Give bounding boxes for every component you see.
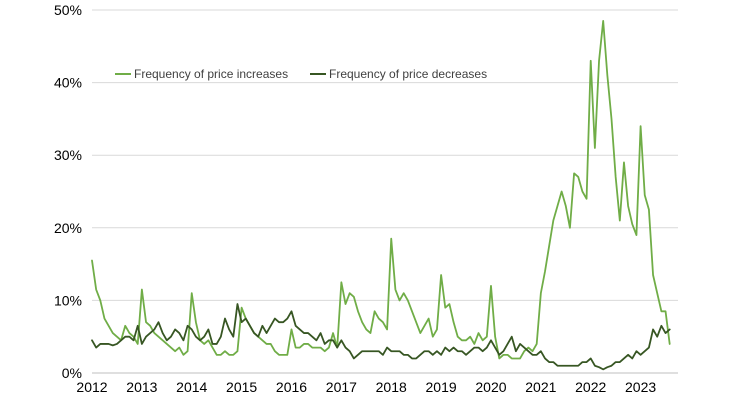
legend-label-price-increases: Frequency of price increases [134, 67, 288, 81]
x-tick-label: 2013 [126, 379, 157, 395]
x-tick-label: 2019 [426, 379, 457, 395]
y-tick-label: 40% [54, 75, 82, 91]
x-tick-label: 2020 [475, 379, 506, 395]
x-tick-label: 2022 [575, 379, 606, 395]
y-tick-label: 30% [54, 147, 82, 163]
gridlines [92, 9, 678, 301]
legend: Frequency of price increases Frequency o… [115, 67, 487, 81]
x-tick-label: 2016 [276, 379, 307, 395]
x-tick-label: 2014 [176, 379, 207, 395]
x-tick-label: 2021 [525, 379, 556, 395]
series-line-price-decreases [91, 303, 671, 371]
x-tick-label: 2012 [76, 379, 107, 395]
series-lines [91, 19, 671, 371]
x-tick-label: 2023 [625, 379, 656, 395]
series-line-price-increases [91, 19, 671, 360]
y-tick-label: 10% [54, 292, 82, 308]
x-tick-label: 2018 [376, 379, 407, 395]
y-tick-label: 50% [54, 2, 82, 18]
legend-label-price-decreases: Frequency of price decreases [329, 67, 487, 81]
x-tick-label: 2017 [326, 379, 357, 395]
y-tick-label: 20% [54, 220, 82, 236]
y-tick-label: 0% [62, 365, 82, 381]
axes: 0% 10% 20% 30% 40% 50% 2012 2013 2014 2015 2016 201… [54, 2, 678, 395]
x-tick-label: 2015 [226, 379, 257, 395]
